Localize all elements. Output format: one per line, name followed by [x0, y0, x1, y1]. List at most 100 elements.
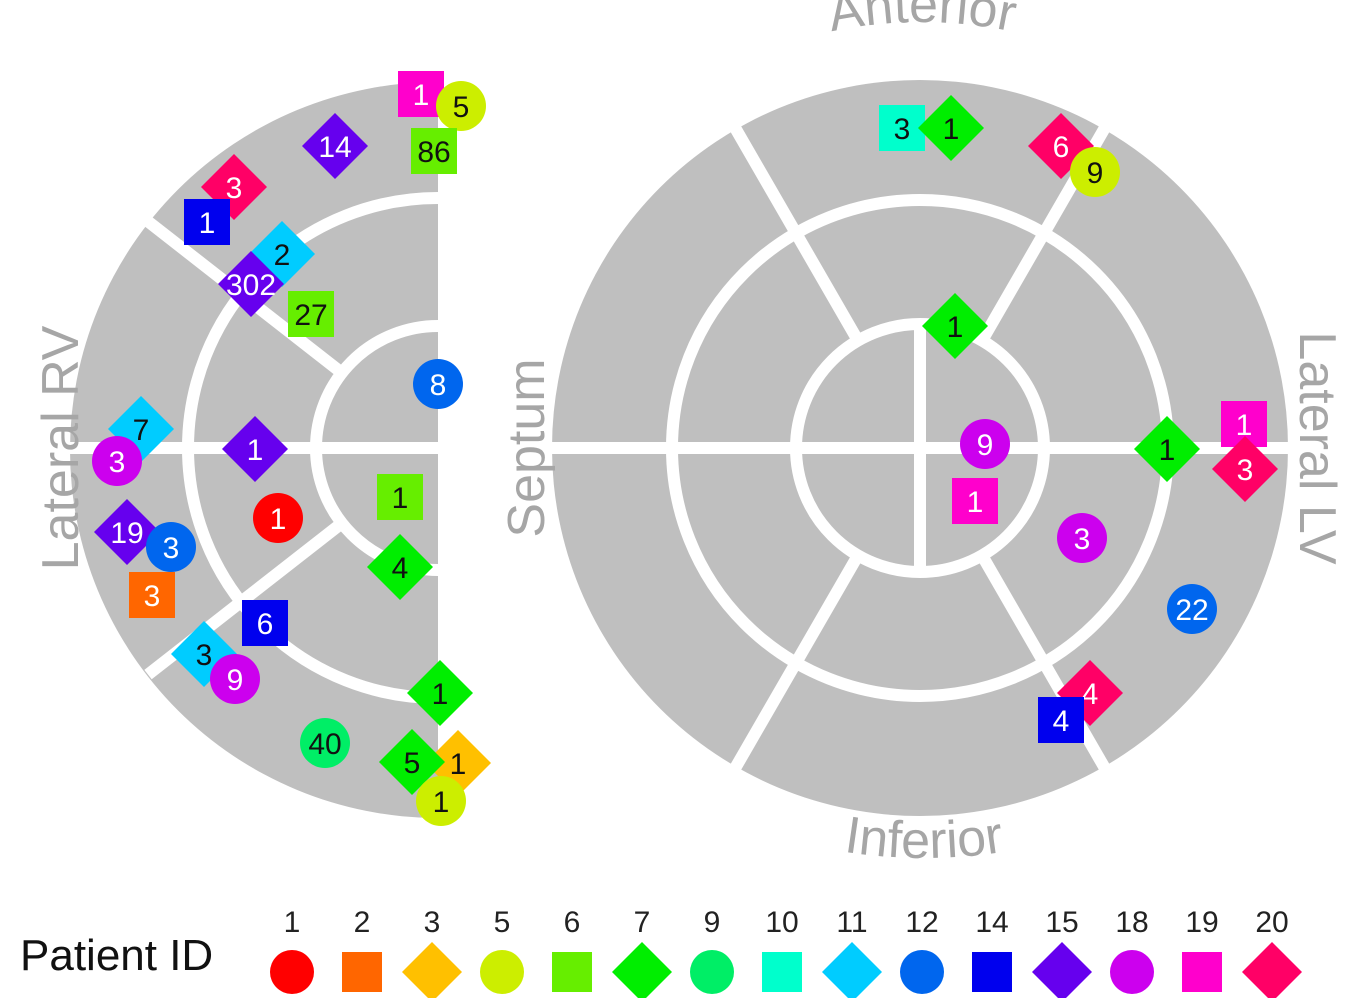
legend-item-patient-14: 14	[972, 906, 1012, 992]
marker-count: 86	[417, 136, 450, 169]
marker-count: 5	[404, 747, 421, 780]
legend-marker	[900, 950, 944, 994]
legend-patient-id: 19	[1185, 906, 1218, 939]
legend-marker	[972, 952, 1012, 992]
marker-diamond	[94, 499, 160, 565]
lv-marker-p7: 1	[922, 293, 988, 359]
legend-marker	[1110, 950, 1154, 994]
legend-item-patient-9: 9	[690, 906, 734, 994]
marker-count: 1	[450, 748, 467, 781]
marker-square	[288, 291, 334, 337]
rv-marker-p9: 40	[300, 718, 350, 768]
legend-marker	[480, 950, 524, 994]
rv-marker-p2: 3	[129, 572, 175, 618]
marker-count: 19	[110, 517, 143, 550]
marker-circle	[1070, 147, 1120, 197]
legend-patient-id: 2	[354, 906, 371, 939]
rv-marker-p12: 3	[146, 522, 196, 572]
marker-count: 4	[392, 552, 409, 585]
marker-count: 302	[226, 269, 276, 302]
marker-count: 1	[1159, 434, 1176, 467]
rv-marker-p15: 14	[302, 113, 368, 179]
lv-marker-p20: 3	[1212, 436, 1278, 502]
legend-marker	[1182, 952, 1222, 992]
marker-count: 14	[318, 131, 351, 164]
legend-patient-id: 7	[634, 906, 651, 939]
marker-square	[762, 952, 802, 992]
legend-marker	[402, 942, 462, 998]
legend-item-patient-6: 6	[552, 906, 592, 992]
rv-marker-p6: 27	[288, 291, 334, 337]
rv-marker-p18: 9	[210, 654, 260, 704]
marker-square	[552, 952, 592, 992]
legend-patient-id: 6	[564, 906, 581, 939]
legend-patient-id: 12	[905, 906, 938, 939]
marker-count: 1	[392, 482, 409, 515]
legend-item-patient-12: 12	[900, 906, 944, 994]
rv-marker-p14: 6	[242, 600, 288, 646]
marker-count: 3	[1237, 454, 1254, 487]
inferior-label: Inferior	[842, 806, 1007, 870]
lv-marker-p18: 3	[1057, 513, 1107, 563]
marker-circle	[960, 419, 1010, 469]
marker-diamond	[612, 942, 672, 998]
legend-marker	[342, 952, 382, 992]
legend-patient-id: 10	[765, 906, 798, 939]
lateral-rv-label: Lateral RV	[32, 325, 90, 570]
rv-marker-p7: 1	[407, 660, 473, 726]
patient-legend: Patient ID 1 2 3 5 6 7 9 10 11 12 14 15 18 19 20	[20, 906, 1302, 998]
marker-square	[411, 128, 457, 174]
legend-marker	[552, 952, 592, 992]
legend-item-patient-1: 1	[270, 906, 314, 994]
marker-square	[1038, 697, 1084, 743]
marker-diamond	[379, 729, 445, 795]
legend-patient-id: 20	[1255, 906, 1288, 939]
legend-patient-id: 14	[975, 906, 1008, 939]
marker-count: 6	[257, 608, 274, 641]
lv-segment-divider	[729, 552, 864, 772]
marker-diamond	[222, 416, 288, 482]
marker-circle	[690, 950, 734, 994]
marker-diamond	[918, 95, 984, 161]
lv-segment-divider	[976, 552, 1111, 772]
marker-diamond	[407, 660, 473, 726]
marker-circle	[300, 718, 350, 768]
marker-count: 3	[1074, 523, 1091, 556]
marker-diamond	[1134, 416, 1200, 482]
legend-patient-id: 15	[1045, 906, 1078, 939]
rv-marker-p14: 1	[184, 199, 230, 245]
marker-diamond	[922, 293, 988, 359]
marker-count: 3	[109, 446, 126, 479]
rv-marker-p15: 1	[222, 416, 288, 482]
lv-marker-p7: 1	[918, 95, 984, 161]
marker-circle	[416, 776, 466, 826]
rv-marker-p7: 4	[367, 534, 433, 600]
marker-count: 1	[1236, 409, 1253, 442]
marker-square	[952, 478, 998, 524]
marker-count: 4	[1053, 705, 1070, 738]
marker-count: 3	[144, 580, 161, 613]
marker-diamond	[1212, 436, 1278, 502]
marker-count: 9	[1087, 157, 1104, 190]
marker-count: 27	[294, 299, 327, 332]
lv-marker-p14: 4	[1038, 697, 1084, 743]
lateral-lv-label: Lateral LV	[1288, 331, 1346, 565]
legend-item-patient-19: 19	[1182, 906, 1222, 992]
legend-marker	[1032, 942, 1092, 998]
marker-count: 22	[1175, 594, 1208, 627]
legend-item-patient-15: 15	[1032, 906, 1092, 998]
legend-patient-id: 11	[836, 906, 867, 939]
marker-count: 1	[967, 486, 984, 519]
marker-diamond	[402, 942, 462, 998]
marker-square	[879, 105, 925, 151]
marker-count: 3	[163, 532, 180, 565]
marker-diamond	[822, 942, 882, 998]
rv-marker-p15: 19	[94, 499, 160, 565]
marker-diamond	[1242, 942, 1302, 998]
rv-marker-p12: 8	[413, 359, 463, 409]
marker-circle	[1057, 513, 1107, 563]
marker-square	[242, 600, 288, 646]
legend-item-patient-7: 7	[612, 906, 672, 998]
rv-marker-p5: 1	[416, 776, 466, 826]
